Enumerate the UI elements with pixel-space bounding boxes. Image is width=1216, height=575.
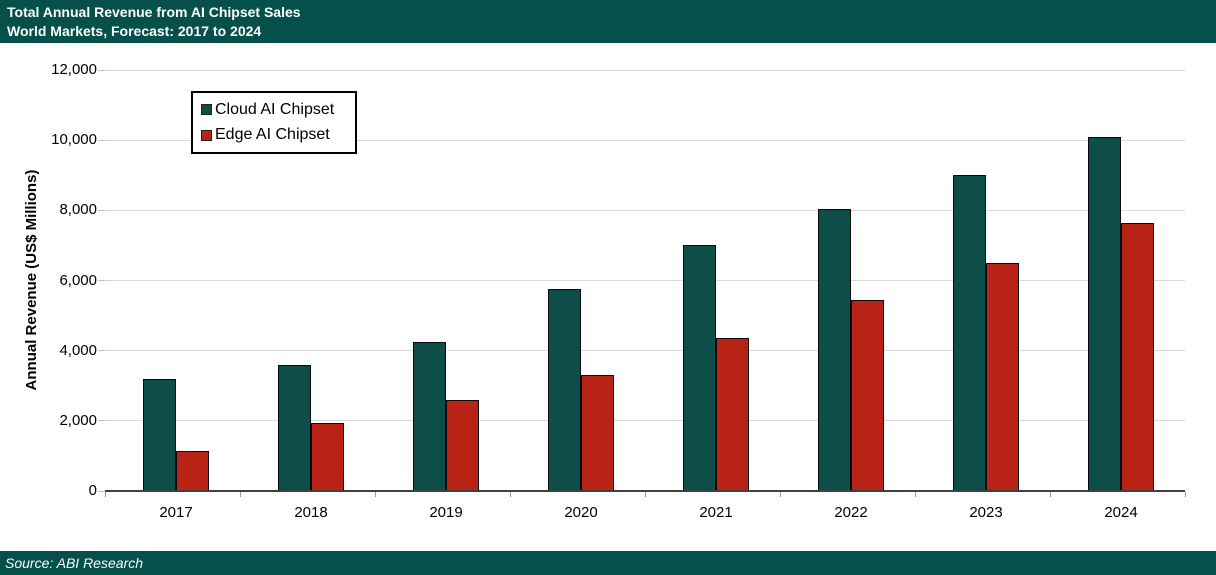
y-axis-tick <box>98 209 105 211</box>
y-tick-label: 2,000 <box>59 411 97 429</box>
bar-edge-ai-chipset-2021 <box>716 338 749 491</box>
y-axis-tick <box>98 490 105 492</box>
y-axis-tick <box>98 280 105 281</box>
x-axis-tick <box>240 492 241 497</box>
x-axis-tick <box>510 492 511 497</box>
x-tick-label: 2024 <box>1104 504 1138 521</box>
y-axis-tick <box>98 69 105 71</box>
x-axis-tick <box>780 492 781 497</box>
x-tick-label: 2020 <box>564 504 598 521</box>
x-axis-tick <box>375 492 376 497</box>
x-tick-label: 2022 <box>834 504 868 521</box>
source-text: Source: ABI Research <box>5 555 143 571</box>
gridline-2000 <box>105 420 1185 422</box>
bar-cloud-ai-chipset-2023 <box>953 175 986 491</box>
bar-edge-ai-chipset-2018 <box>311 422 344 491</box>
x-tick-label: 2019 <box>429 504 463 521</box>
bar-edge-ai-chipset-2024 <box>1121 222 1154 491</box>
x-axis-tick <box>1050 492 1051 497</box>
gridline-8000 <box>105 209 1185 211</box>
legend-label: Cloud AI Chipset <box>215 100 335 118</box>
x-axis-tick <box>915 492 916 497</box>
chart-title-bar: Total Annual Revenue from AI Chipset Sal… <box>0 0 1216 43</box>
y-tick-label: 0 <box>88 482 97 499</box>
y-tick-label: 12,000 <box>51 61 97 78</box>
x-axis-tick <box>1185 492 1186 497</box>
bar-chart: Annual Revenue (US$ Millions) Cloud AI C… <box>0 43 1216 551</box>
x-axis-tick <box>645 492 646 497</box>
x-tick-label: 2018 <box>294 504 328 521</box>
bar-edge-ai-chipset-2019 <box>446 399 479 491</box>
legend-item: Edge AI Chipset <box>201 126 355 144</box>
chart-title-line2: World Markets, Forecast: 2017 to 2024 <box>7 23 262 39</box>
y-tick-label: 10,000 <box>51 131 97 149</box>
bar-cloud-ai-chipset-2024 <box>1088 136 1121 491</box>
bar-cloud-ai-chipset-2018 <box>278 364 311 491</box>
chart-title-line1: Total Annual Revenue from AI Chipset Sal… <box>7 4 301 20</box>
bar-cloud-ai-chipset-2021 <box>683 245 716 491</box>
x-tick-label: 2021 <box>699 504 733 521</box>
legend-swatch-edge-ai-chipset <box>201 129 212 141</box>
gridline-10000 <box>105 139 1185 141</box>
bar-edge-ai-chipset-2022 <box>851 299 884 491</box>
bar-edge-ai-chipset-2017 <box>176 450 209 491</box>
legend: Cloud AI Chipset Edge AI Chipset <box>191 91 357 154</box>
legend-swatch-cloud-ai-chipset <box>201 104 212 116</box>
gridline-12000 <box>105 69 1185 71</box>
x-tick-label: 2023 <box>969 504 1003 521</box>
x-axis-line <box>105 490 1185 492</box>
y-tick-label: 6,000 <box>59 271 97 289</box>
bar-cloud-ai-chipset-2017 <box>143 378 176 491</box>
bar-cloud-ai-chipset-2020 <box>548 289 581 491</box>
y-axis-tick <box>98 350 105 352</box>
y-tick-label: 4,000 <box>59 341 97 359</box>
x-tick-label: 2017 <box>159 504 193 521</box>
bar-cloud-ai-chipset-2019 <box>413 341 446 491</box>
bar-cloud-ai-chipset-2022 <box>818 208 851 491</box>
x-axis-tick <box>105 492 106 497</box>
legend-label: Edge AI Chipset <box>215 126 330 144</box>
bar-edge-ai-chipset-2020 <box>581 375 614 491</box>
gridline-6000 <box>105 280 1185 281</box>
gridline-4000 <box>105 350 1185 352</box>
y-axis-tick <box>98 139 105 141</box>
source-bar: Source: ABI Research <box>0 551 1216 575</box>
legend-item: Cloud AI Chipset <box>201 101 355 119</box>
y-axis-tick <box>98 420 105 422</box>
y-tick-label: 8,000 <box>59 201 97 219</box>
bar-edge-ai-chipset-2023 <box>986 262 1019 491</box>
